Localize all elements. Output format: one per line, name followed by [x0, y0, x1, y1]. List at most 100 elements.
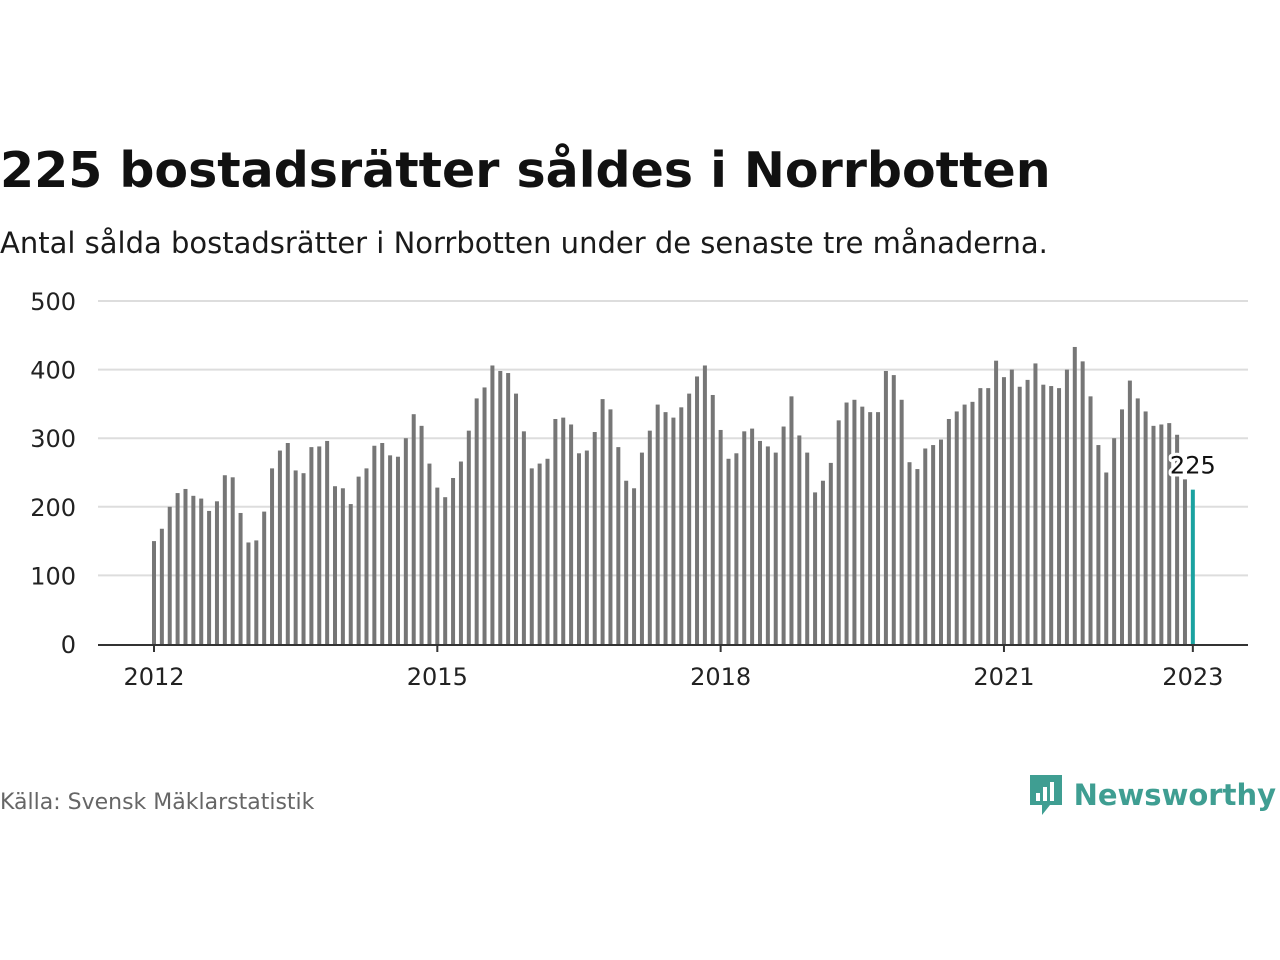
- bar: [152, 541, 156, 644]
- bar: [1049, 386, 1054, 644]
- chart-subtitle: Antal sålda bostadsrätter i Norrbotten u…: [0, 226, 1048, 260]
- bar: [757, 440, 762, 644]
- bar: [1096, 445, 1101, 644]
- bar: [962, 404, 967, 644]
- bar: [356, 476, 361, 644]
- bar: [1143, 411, 1148, 644]
- bar: [576, 453, 581, 644]
- bar: [340, 488, 345, 644]
- annotation: 225: [1167, 449, 1219, 483]
- bar: [451, 477, 456, 644]
- bar: [671, 417, 676, 644]
- bar: [262, 511, 267, 644]
- bar: [537, 463, 542, 644]
- bar: [364, 468, 369, 644]
- bar: [309, 447, 314, 644]
- bar: [836, 420, 841, 644]
- newsworthy-logo-icon: [1029, 775, 1062, 815]
- y-tick-label: 400: [30, 357, 76, 385]
- bar: [663, 412, 668, 644]
- bar: [899, 399, 904, 644]
- bar: [1112, 438, 1117, 644]
- bar: [419, 425, 424, 644]
- bar: [923, 448, 928, 644]
- bar: [403, 438, 408, 644]
- bar: [592, 432, 597, 644]
- bar: [742, 431, 747, 644]
- bar: [1017, 386, 1022, 644]
- bar: [600, 399, 605, 644]
- bar: [986, 388, 991, 644]
- y-axis-ticks: 0 100 200 300 400 500: [30, 288, 76, 659]
- bar: [608, 409, 613, 644]
- bar: [891, 375, 896, 644]
- bar: [687, 393, 692, 644]
- bar-highlight: [1190, 489, 1195, 644]
- bar: [183, 488, 188, 644]
- source-note: Källa: Svensk Mäklarstatistik: [0, 790, 315, 815]
- bar: [514, 393, 519, 644]
- bar: [1175, 434, 1180, 644]
- bar: [1182, 479, 1187, 644]
- bar: [482, 387, 487, 644]
- bar: [285, 443, 290, 644]
- bar: [1001, 377, 1006, 644]
- bar: [868, 412, 873, 644]
- bar: [883, 370, 888, 644]
- x-tick-label: 2023: [1162, 663, 1223, 691]
- bar: [333, 486, 338, 644]
- bar: [702, 365, 707, 644]
- bar: [506, 373, 511, 644]
- bar: [1088, 396, 1093, 644]
- y-tick-label: 100: [30, 562, 76, 590]
- bar: [1009, 369, 1014, 644]
- bar: [813, 492, 818, 644]
- bar: [411, 414, 416, 644]
- x-tick-label: 2012: [123, 663, 184, 691]
- bar: [781, 426, 786, 644]
- bar: [1104, 472, 1109, 644]
- bar: [876, 412, 881, 644]
- bar: [388, 455, 393, 644]
- bar: [474, 398, 479, 644]
- x-tick-label: 2018: [690, 663, 751, 691]
- bar: [545, 458, 550, 644]
- bar: [222, 475, 227, 644]
- bar: [1127, 380, 1132, 644]
- bar: [207, 510, 212, 644]
- bar: [931, 445, 936, 644]
- bar: [750, 428, 755, 644]
- bar: [553, 418, 558, 644]
- bar-chart: 0 100 200 300 400 500 2012 2015 2018 2021 2023 22…: [30, 288, 1248, 691]
- bar: [214, 501, 219, 644]
- bar: [970, 401, 975, 644]
- bar: [789, 396, 794, 644]
- brand-name: Newsworthy: [1073, 778, 1276, 812]
- y-tick-label: 300: [30, 425, 76, 453]
- bar: [1120, 409, 1125, 644]
- x-axis-ticks: 2012 2015 2018 2021 2023: [123, 644, 1223, 691]
- bar: [569, 424, 574, 644]
- bar: [395, 456, 400, 644]
- data-label: 225: [1170, 452, 1216, 480]
- bar: [293, 470, 298, 644]
- bar: [797, 435, 802, 644]
- bar: [765, 446, 770, 644]
- bar: [301, 473, 306, 644]
- bar: [852, 399, 857, 644]
- bar: [805, 452, 810, 644]
- bar: [238, 512, 243, 644]
- bar: [521, 431, 526, 644]
- bar: [726, 458, 731, 644]
- bar: [466, 430, 471, 644]
- bar: [175, 493, 180, 644]
- bar: [277, 450, 282, 644]
- bar: [616, 447, 621, 644]
- bar: [159, 528, 164, 644]
- x-tick-label: 2021: [973, 663, 1034, 691]
- bar: [915, 469, 920, 644]
- y-tick-label: 500: [30, 288, 76, 316]
- bar: [820, 480, 825, 644]
- x-tick-label: 2015: [407, 663, 468, 691]
- bar: [435, 487, 440, 644]
